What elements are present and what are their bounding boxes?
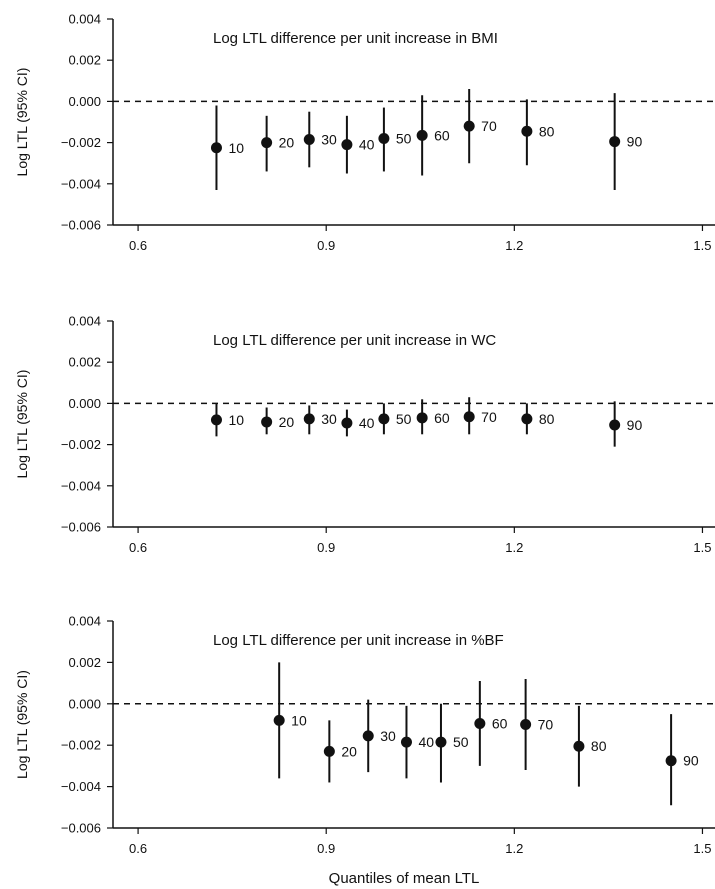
point-marker [665,755,677,767]
y-tick-label: 0.000 [68,396,101,411]
y-axis-label: Log LTL (95% CI) [14,68,30,177]
y-tick-label: −0.004 [61,176,101,191]
x-axis-label: Quantiles of mean LTL [329,870,480,887]
y-tick-label: −0.006 [61,520,101,535]
point-marker [341,139,353,151]
x-tick-label: 1.5 [693,841,711,856]
point-label: 20 [279,414,295,430]
point-marker [609,136,621,148]
point-label: 60 [434,410,450,426]
panel-title: Log LTL difference per unit increase in … [213,632,504,649]
y-tick-label: 0.004 [68,314,101,329]
point-label: 30 [380,728,396,744]
point-label: 70 [481,118,497,134]
point-label: 50 [396,411,412,427]
y-tick-label: −0.002 [61,135,101,150]
point-label: 70 [538,717,554,733]
point-label: 80 [591,738,607,754]
y-tick-label: 0.000 [68,696,101,711]
point-label: 20 [279,135,295,151]
point-marker [261,416,273,428]
point-label: 10 [291,712,307,728]
y-tick-label: −0.002 [61,437,101,452]
point-label: 30 [321,411,337,427]
point-marker [463,411,475,423]
x-tick-label: 0.9 [317,841,335,856]
point-marker [341,417,353,429]
x-tick-label: 0.6 [129,540,147,555]
point-label: 20 [341,743,357,759]
point-label: 60 [492,715,508,731]
point-label: 90 [627,134,643,150]
point-label: 60 [434,127,450,143]
y-tick-label: 0.004 [68,614,101,629]
point-label: 40 [359,137,375,153]
y-axis-label: Log LTL (95% CI) [14,670,30,779]
point-marker [378,132,390,144]
point-marker [416,412,428,424]
point-label: 90 [683,753,699,769]
y-tick-label: −0.006 [61,218,101,233]
y-tick-label: 0.002 [68,655,101,670]
point-label: 80 [539,123,555,139]
x-tick-label: 1.5 [693,540,711,555]
x-tick-label: 1.2 [505,238,523,253]
x-tick-label: 1.2 [505,540,523,555]
point-marker [416,129,428,141]
point-marker [521,125,533,137]
point-marker [573,740,585,752]
point-marker [303,134,315,146]
point-label: 50 [453,734,469,750]
y-tick-label: 0.004 [68,12,101,27]
x-tick-label: 1.5 [693,238,711,253]
x-tick-label: 0.9 [317,540,335,555]
point-label: 40 [418,734,434,750]
point-marker [362,730,374,742]
point-label: 40 [359,415,375,431]
x-tick-label: 0.9 [317,238,335,253]
y-tick-label: 0.002 [68,53,101,68]
point-marker [210,142,222,154]
point-marker [378,413,390,425]
point-label: 90 [627,417,643,433]
point-marker [435,736,447,748]
point-marker [463,120,475,132]
point-label: 80 [539,411,555,427]
point-marker [273,714,285,726]
point-marker [609,419,621,431]
point-label: 50 [396,130,412,146]
point-label: 10 [228,412,244,428]
point-label: 10 [228,140,244,156]
point-marker [261,137,273,149]
panel-title: Log LTL difference per unit increase in … [213,30,498,47]
x-tick-label: 1.2 [505,841,523,856]
y-tick-label: −0.004 [61,779,101,794]
y-tick-label: −0.002 [61,738,101,753]
point-marker [210,414,222,426]
y-tick-label: −0.004 [61,478,101,493]
point-marker [474,717,486,729]
y-tick-label: 0.002 [68,355,101,370]
x-tick-label: 0.6 [129,238,147,253]
x-tick-label: 0.6 [129,841,147,856]
point-marker [400,736,412,748]
point-marker [520,719,532,730]
y-tick-label: −0.006 [61,821,101,836]
point-marker [521,413,533,425]
point-label: 70 [481,409,497,425]
point-marker [303,413,315,425]
point-marker [323,745,335,757]
panel-title: Log LTL difference per unit increase in … [213,332,496,349]
y-tick-label: 0.000 [68,94,101,109]
y-axis-label: Log LTL (95% CI) [14,370,30,479]
point-label: 30 [321,132,337,148]
